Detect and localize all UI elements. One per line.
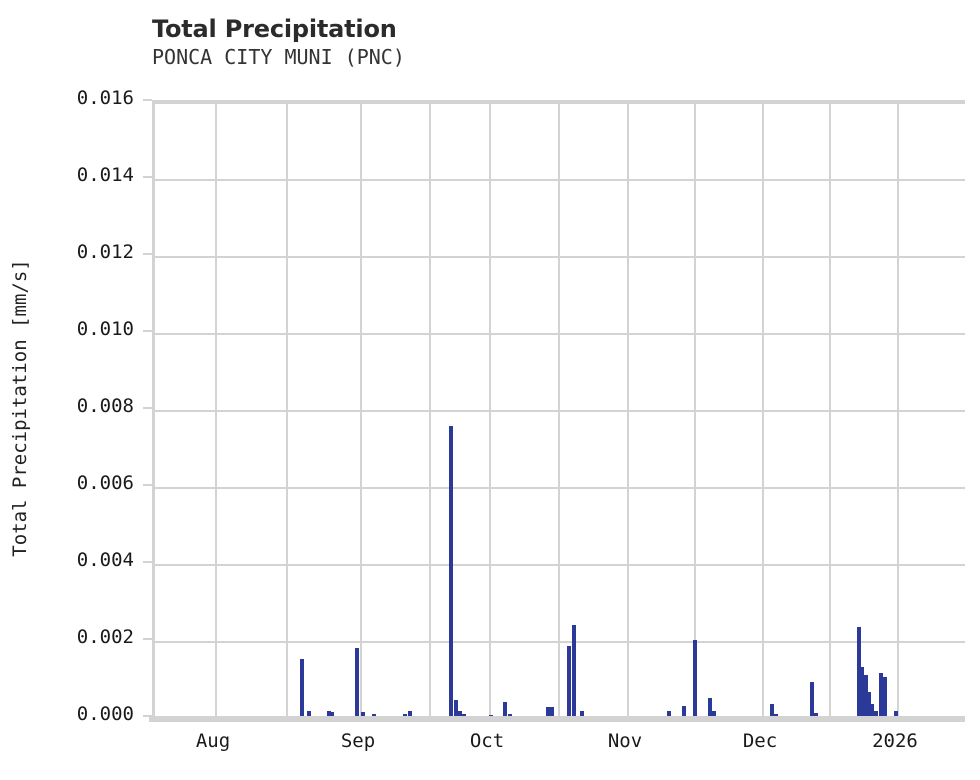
y-tick-label: 0.008 — [76, 395, 134, 417]
bar — [550, 706, 555, 719]
y-tick-mark — [143, 253, 152, 255]
x-tick-label: Dec — [742, 730, 778, 752]
bar — [681, 705, 686, 719]
bar — [454, 699, 459, 719]
gridline-vertical — [558, 103, 560, 719]
y-tick-label: 0.006 — [76, 472, 134, 494]
gridline-vertical — [429, 103, 431, 719]
bar — [693, 640, 698, 719]
y-tick-mark — [143, 715, 152, 717]
x-tick-label: Sep — [340, 730, 376, 752]
plot-inner — [155, 103, 965, 719]
gridline-vertical — [627, 103, 629, 719]
x-tick-label: Nov — [607, 730, 643, 752]
y-tick-label: 0.004 — [76, 549, 134, 571]
gridline-horizontal — [155, 179, 965, 181]
gridline-vertical — [897, 103, 899, 719]
y-tick-label: 0.012 — [76, 241, 134, 263]
bar — [667, 711, 672, 719]
gridline-vertical — [489, 103, 491, 719]
gridline-vertical — [762, 103, 764, 719]
bar — [580, 710, 584, 719]
x-tick-label: Aug — [195, 730, 231, 752]
bar — [707, 697, 712, 719]
x-tick-label: 2026 — [872, 730, 918, 752]
bar — [326, 711, 331, 719]
bar — [458, 710, 463, 719]
y-tick-mark — [143, 407, 152, 409]
y-tick-label: 0.010 — [76, 318, 134, 340]
y-tick-mark — [143, 484, 152, 486]
bar — [879, 672, 884, 719]
y-tick-label: 0.002 — [76, 626, 134, 648]
bar — [567, 645, 572, 719]
y-tick-label: 0.000 — [76, 703, 134, 725]
gridline-horizontal — [155, 333, 965, 335]
bar — [355, 647, 360, 719]
bar — [407, 711, 412, 719]
bar — [883, 676, 888, 719]
y-tick-mark — [143, 561, 152, 563]
gridline-vertical — [694, 103, 696, 719]
bar — [449, 426, 454, 719]
gridline-horizontal — [155, 564, 965, 566]
bar — [712, 711, 717, 719]
bar — [769, 703, 774, 719]
plot-area — [152, 100, 965, 719]
bar — [572, 624, 577, 719]
y-tick-mark — [143, 330, 152, 332]
page-title: Total Precipitation — [152, 15, 397, 43]
x-axis-line — [149, 716, 965, 722]
gridline-vertical — [360, 103, 362, 719]
y-tick-mark — [143, 176, 152, 178]
bar — [873, 710, 878, 719]
bar — [863, 674, 868, 719]
gridline-horizontal — [155, 410, 965, 412]
bar — [866, 692, 871, 719]
y-tick-label: 0.014 — [76, 164, 134, 186]
gridline-vertical — [215, 103, 217, 719]
bar — [860, 667, 865, 719]
bar — [893, 710, 898, 719]
gridline-horizontal — [155, 487, 965, 489]
y-tick-mark — [143, 638, 152, 640]
bar — [300, 659, 305, 719]
gridline-horizontal — [155, 641, 965, 643]
bar — [361, 712, 366, 719]
bar — [545, 707, 550, 719]
x-tick-label: Oct — [469, 730, 505, 752]
bar — [856, 626, 861, 719]
y-tick-label: 0.016 — [76, 87, 134, 109]
bar — [870, 703, 875, 719]
gridline-horizontal — [155, 256, 965, 258]
y-tick-mark — [143, 99, 152, 101]
gridline-horizontal — [155, 103, 965, 104]
bar — [330, 712, 335, 719]
gridline-vertical — [286, 103, 288, 719]
bar — [502, 701, 507, 719]
title-block: Total Precipitation PONCA CITY MUNI (PNC… — [152, 14, 932, 70]
gridline-vertical — [829, 103, 831, 719]
chart-subtitle: PONCA CITY MUNI (PNC) — [152, 45, 405, 69]
bar — [814, 712, 819, 719]
bar — [810, 682, 815, 719]
bar — [307, 711, 312, 719]
